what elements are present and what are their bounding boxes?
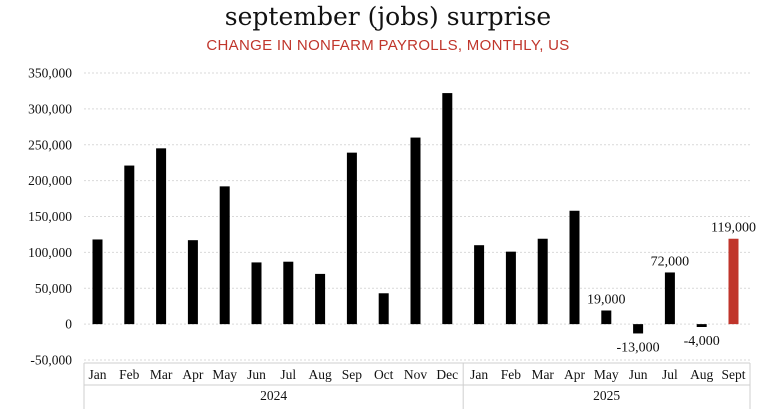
bar bbox=[124, 165, 135, 325]
bar-highlight bbox=[728, 238, 739, 325]
chart-subtitle: CHANGE IN NONFARM PAYROLLS, MONTHLY, US bbox=[206, 37, 570, 54]
bar bbox=[92, 239, 103, 325]
x-tick-label: Jun bbox=[247, 367, 266, 382]
x-tick-label: Apr bbox=[182, 367, 203, 382]
bar bbox=[442, 93, 453, 325]
x-tick-label: Oct bbox=[374, 367, 394, 382]
chart-title: september (jobs) surprise bbox=[224, 2, 552, 31]
bar bbox=[505, 251, 516, 325]
y-tick-label: 0 bbox=[65, 317, 72, 332]
x-tick-label: Sep bbox=[342, 367, 363, 382]
bar bbox=[569, 210, 580, 325]
y-tick-label: 50,000 bbox=[35, 281, 72, 296]
data-label: 72,000 bbox=[651, 254, 690, 269]
x-tick-label: Jan bbox=[470, 367, 488, 382]
bar bbox=[633, 324, 644, 334]
data-label: 119,000 bbox=[711, 221, 756, 236]
bars bbox=[92, 93, 739, 334]
x-tick-label: Apr bbox=[564, 367, 585, 382]
bar bbox=[696, 324, 707, 327]
x-tick-label: Jan bbox=[89, 367, 107, 382]
y-tick-label: 250,000 bbox=[28, 137, 72, 152]
bar bbox=[187, 240, 198, 325]
x-tick-label: May bbox=[594, 367, 619, 382]
x-tick-label: May bbox=[212, 367, 237, 382]
y-axis: 350,000 300,000 250,000 200,000 150,000 100,0… bbox=[28, 66, 72, 368]
x-tick-label: Feb bbox=[501, 367, 522, 382]
y-tick-label: 200,000 bbox=[28, 173, 72, 188]
bar bbox=[156, 148, 167, 325]
x-tick-label: Nov bbox=[404, 367, 427, 382]
bar bbox=[346, 152, 357, 325]
bar bbox=[601, 310, 612, 325]
bar bbox=[474, 245, 485, 325]
y-tick-label: -50,000 bbox=[30, 353, 72, 368]
year-label: 2024 bbox=[260, 388, 287, 403]
x-tick-label: Jun bbox=[629, 367, 648, 382]
x-tick-label: Sept bbox=[721, 367, 745, 382]
bar bbox=[378, 293, 389, 325]
x-tick-label: Dec bbox=[436, 367, 458, 382]
bar bbox=[283, 261, 294, 325]
x-tick-label: Jul bbox=[662, 367, 678, 382]
y-tick-label: 350,000 bbox=[28, 66, 72, 81]
x-tick-label: Mar bbox=[150, 367, 173, 382]
x-axis: Jan Feb Mar Apr May Jun Jul Aug Sep Oct Nov Dec Jan F… bbox=[83, 362, 751, 409]
bar bbox=[537, 238, 548, 325]
x-tick-label: Jul bbox=[280, 367, 296, 382]
data-label: -4,000 bbox=[684, 334, 720, 349]
data-label: -13,000 bbox=[617, 340, 660, 355]
x-tick-label: Feb bbox=[119, 367, 140, 382]
bar bbox=[410, 137, 421, 325]
year-label: 2025 bbox=[593, 388, 620, 403]
bar bbox=[219, 186, 230, 325]
x-tick-label: Aug bbox=[308, 367, 331, 382]
bar bbox=[315, 273, 326, 325]
y-tick-label: 150,000 bbox=[28, 209, 72, 224]
bar bbox=[251, 262, 262, 325]
x-tick-label: Mar bbox=[531, 367, 554, 382]
data-label: 19,000 bbox=[587, 292, 626, 307]
data-labels: 19,000 -13,000 72,000 -4,000 119,000 bbox=[587, 221, 756, 356]
bar bbox=[664, 272, 675, 325]
y-tick-label: 100,000 bbox=[28, 245, 72, 260]
x-tick-label: Aug bbox=[690, 367, 713, 382]
y-tick-label: 300,000 bbox=[28, 101, 72, 116]
